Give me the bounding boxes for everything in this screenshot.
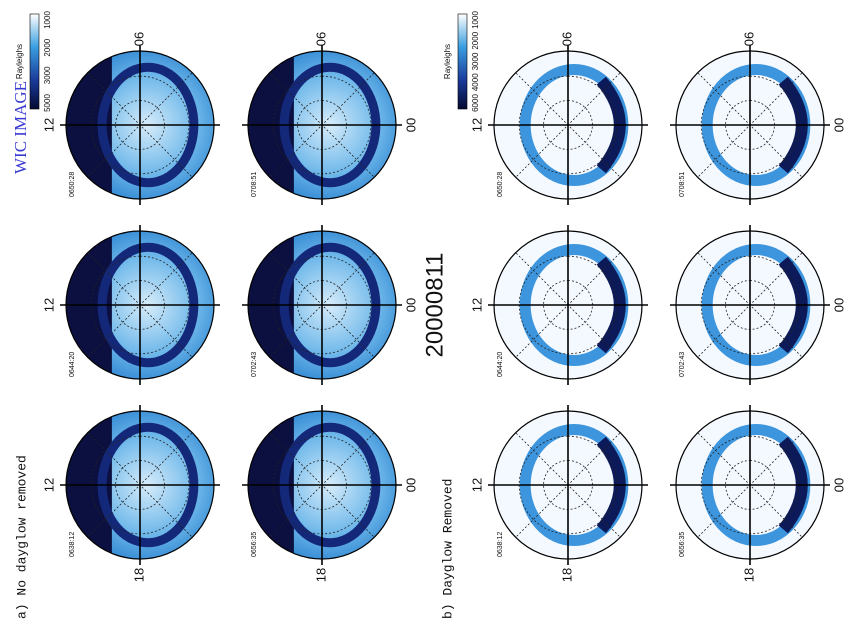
outline: [493, 50, 643, 200]
outline: [65, 50, 215, 200]
mlt-label: 18: [741, 568, 756, 582]
polar-image: 0644:20 12: [41, 225, 220, 385]
colorbar-tick-label: 5000: [43, 94, 52, 112]
time-label: 0644:20: [69, 352, 76, 377]
colorbar: [29, 13, 40, 110]
polar-image: 0638:12 12 18: [469, 405, 648, 582]
outline: [493, 410, 643, 560]
panel-label: a) No dayglow removed: [14, 455, 29, 619]
mlt-label: 00: [831, 298, 846, 312]
colorbar-title: Rayleighs: [443, 44, 452, 79]
polar-image: 0702:43 00: [242, 225, 418, 385]
mlt-label: 06: [131, 32, 146, 46]
outline: [675, 50, 825, 200]
outline: [247, 50, 397, 200]
colorbar-tick-label: 4000: [471, 73, 480, 91]
colorbar-tick-label: 3000: [471, 52, 480, 70]
time-label: 0656:35: [251, 532, 258, 557]
date-title: 20000811: [421, 253, 448, 358]
mlt-label: 00: [831, 118, 846, 132]
polar-image: 0708:51 00 06: [242, 32, 418, 205]
panel-label: b) Dayglow Removed: [440, 479, 455, 619]
mlt-label: 00: [403, 118, 418, 132]
colorbar: [457, 13, 468, 110]
mlt-label: 06: [313, 32, 328, 46]
mlt-label: 12: [469, 478, 484, 492]
instrument-label: WIC IMAGE: [11, 81, 30, 174]
time-label: 0708:51: [251, 172, 258, 197]
time-label: 0702:43: [251, 352, 258, 377]
outline: [65, 410, 215, 560]
time-label: 0708:51: [679, 172, 686, 197]
mlt-label: 12: [41, 478, 56, 492]
mlt-label: 12: [41, 298, 56, 312]
polar-image: 0656:35 00 18: [242, 405, 418, 582]
polar-image: 0644:20 12: [469, 225, 648, 385]
polar-image: 0650:28 12 06: [469, 32, 648, 205]
colorbar-tick-label: 3000: [43, 66, 52, 84]
time-label: 0656:35: [679, 532, 686, 557]
colorbar-tick-label: 2000: [471, 31, 480, 49]
colorbar-tick-label: 6000: [471, 94, 480, 112]
time-label: 0702:43: [679, 352, 686, 377]
mlt-label: 00: [403, 298, 418, 312]
colorbar-tick-label: 1000: [43, 11, 52, 29]
outline: [247, 410, 397, 560]
polar-image: 0656:35 00 18: [670, 405, 846, 582]
mlt-label: 00: [403, 478, 418, 492]
outline: [247, 230, 397, 380]
time-label: 0650:28: [497, 172, 504, 197]
mlt-label: 18: [559, 568, 574, 582]
colorbar-title: Rayleighs: [15, 44, 24, 79]
polar-image: 0650:28 12 06: [41, 32, 220, 205]
polar-image: 0638:12 12 18: [41, 405, 220, 582]
mlt-label: 06: [741, 32, 756, 46]
outline: [65, 230, 215, 380]
mlt-label: 18: [131, 568, 146, 582]
mlt-label: 12: [469, 298, 484, 312]
mlt-label: 12: [41, 118, 56, 132]
time-label: 0638:12: [497, 532, 504, 557]
colorbar-tick-label: 1000: [471, 11, 480, 29]
colorbar-tick-label: 2000: [43, 38, 52, 56]
polar-image: 0702:43 00: [670, 225, 846, 385]
outline: [493, 230, 643, 380]
outline: [675, 410, 825, 560]
mlt-label: 12: [469, 118, 484, 132]
time-label: 0644:20: [497, 352, 504, 377]
time-label: 0650:28: [69, 172, 76, 197]
time-label: 0638:12: [69, 532, 76, 557]
mlt-label: 06: [559, 32, 574, 46]
outline: [675, 230, 825, 380]
mlt-label: 18: [313, 568, 328, 582]
mlt-label: 00: [831, 478, 846, 492]
polar-image: 0708:51 00 06: [670, 32, 846, 205]
